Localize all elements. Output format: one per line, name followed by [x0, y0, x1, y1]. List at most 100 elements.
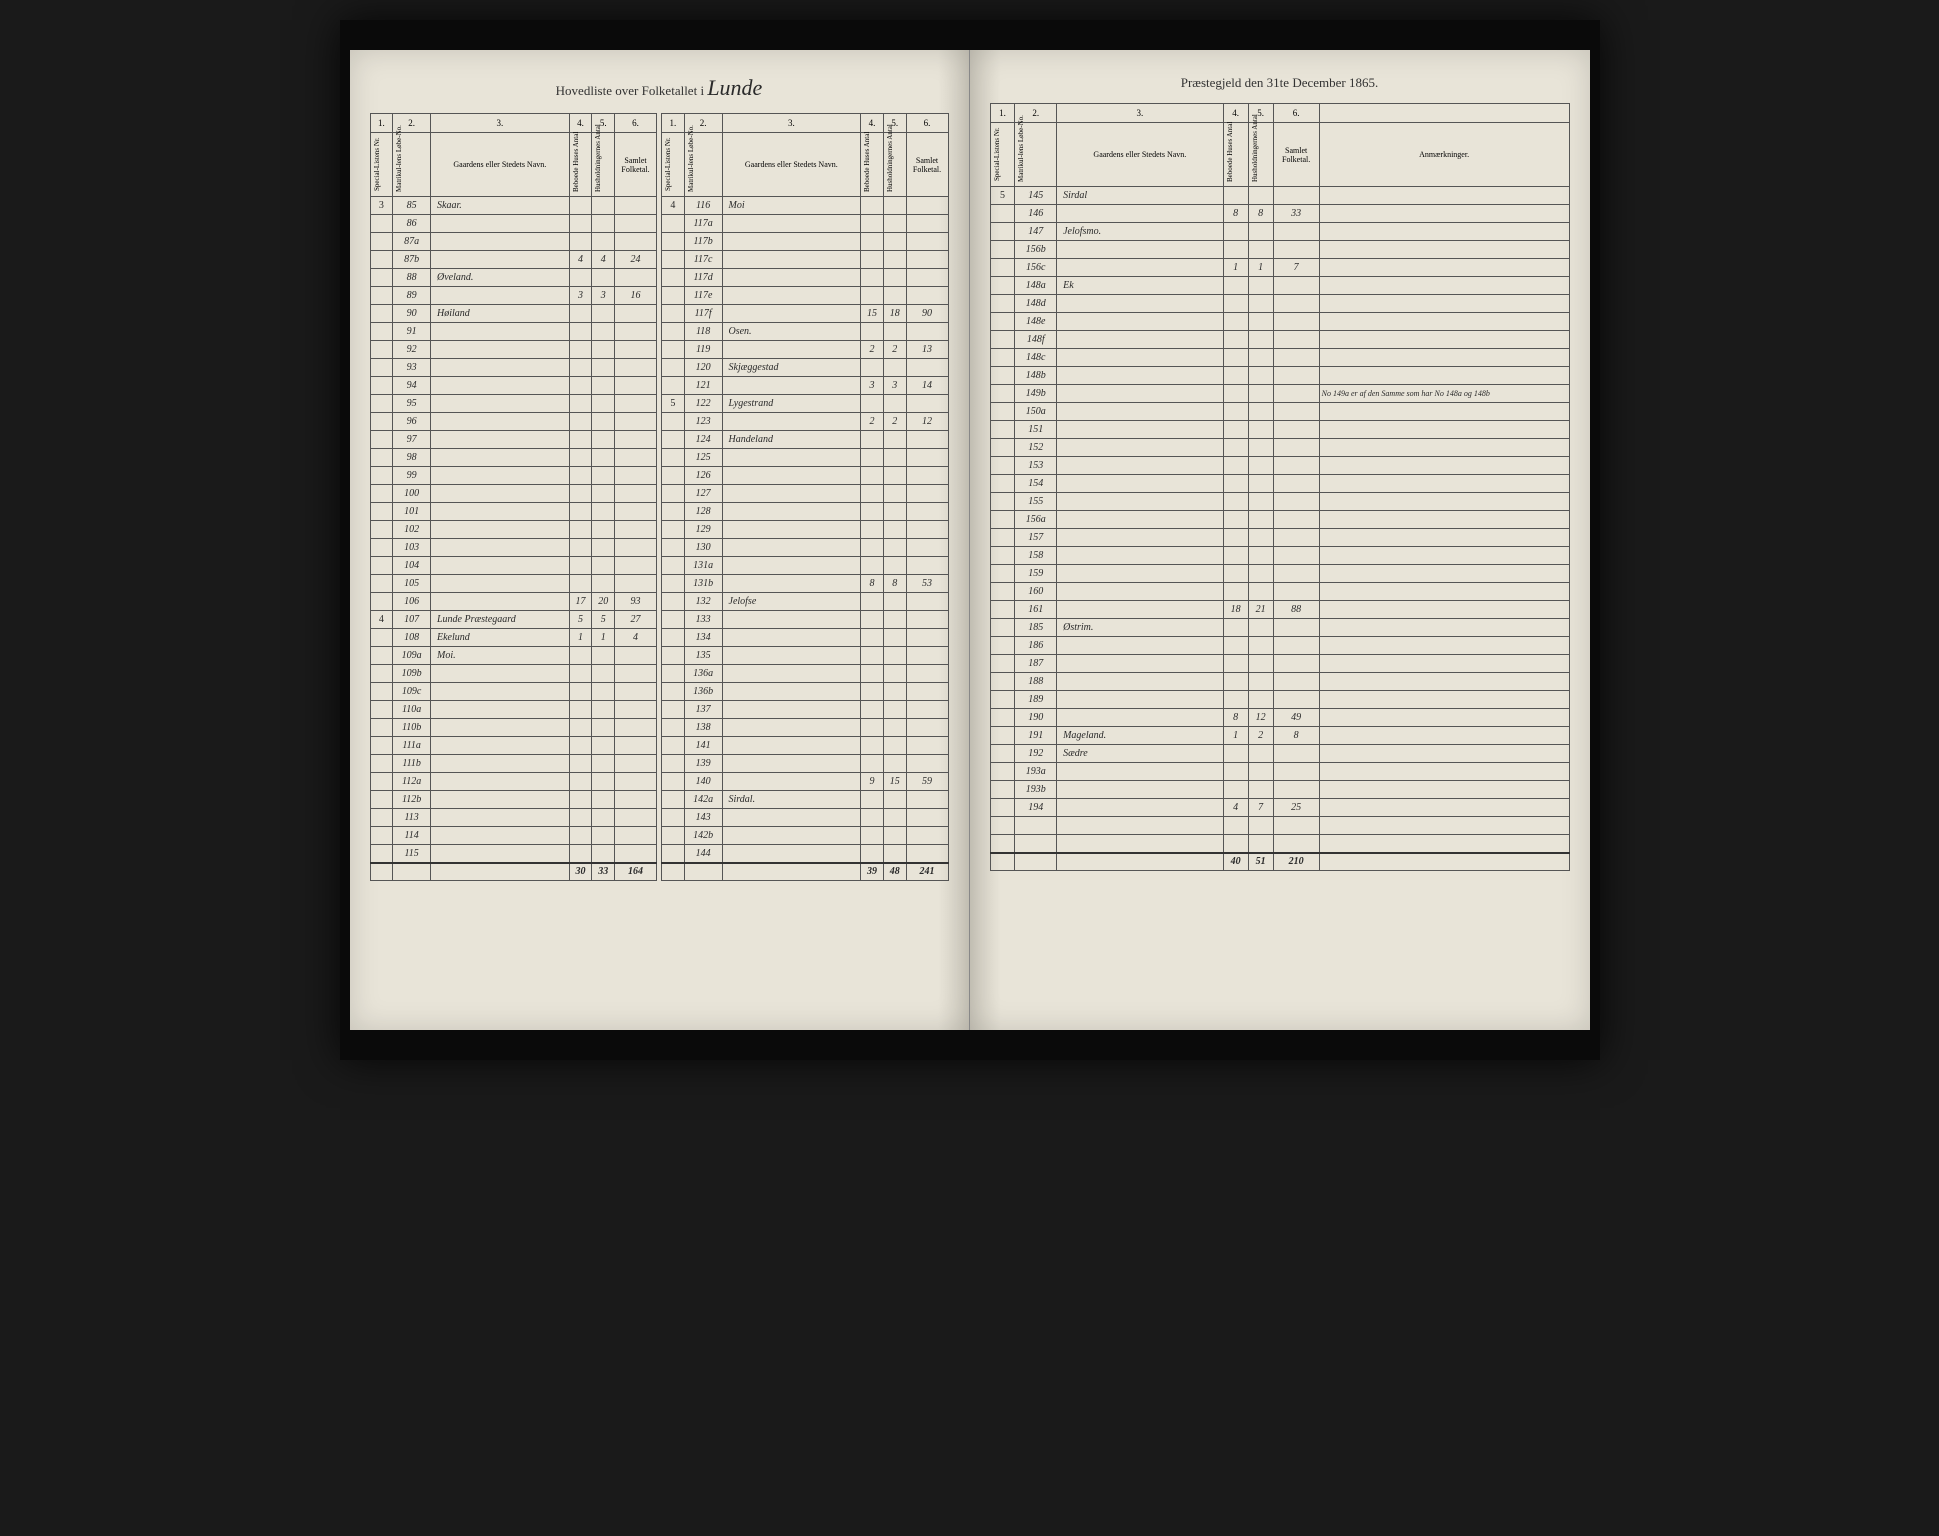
- table-row: 111b: [370, 755, 657, 773]
- table-row: 149bNo 149a er af den Samme som har No 1…: [990, 385, 1569, 403]
- table-row: 185Østrim.: [990, 619, 1569, 637]
- ledger-book: Hovedliste over Folketallet i Lunde 1.2.…: [340, 20, 1600, 1060]
- table-row: 188: [990, 673, 1569, 691]
- table-row: 148b: [990, 367, 1569, 385]
- table-row: 1944725: [990, 799, 1569, 817]
- table-row: 139: [662, 755, 949, 773]
- table-row: 893316: [370, 287, 657, 305]
- table-row: 136a: [662, 665, 949, 683]
- table-row: 93: [370, 359, 657, 377]
- table-row: 160: [990, 583, 1569, 601]
- table-row: 137: [662, 701, 949, 719]
- ledger-table-3: 1.2.3.4.5.6.Special-Listens Nr.Matrikul-…: [990, 103, 1570, 871]
- table-row: 192Sædre: [990, 745, 1569, 763]
- table-row: 1232212: [662, 413, 949, 431]
- table-row: 134: [662, 629, 949, 647]
- table-row: 96: [370, 413, 657, 431]
- table-row: 115: [370, 845, 657, 863]
- parish-name: Lunde: [707, 75, 762, 100]
- table-row: 97: [370, 431, 657, 449]
- total-row: 4051210: [990, 853, 1569, 871]
- table-row: 131b8853: [662, 575, 949, 593]
- table-row: 1192213: [662, 341, 949, 359]
- table-row: 105: [370, 575, 657, 593]
- table-row: 142b: [662, 827, 949, 845]
- table-row: 101: [370, 503, 657, 521]
- left-page: Hovedliste over Folketallet i Lunde 1.2.…: [350, 50, 970, 1030]
- table-row: 141: [662, 737, 949, 755]
- table-row: 138: [662, 719, 949, 737]
- table-row: 117c: [662, 251, 949, 269]
- table-row: 117a: [662, 215, 949, 233]
- table-row: 148d: [990, 295, 1569, 313]
- table-row: 109b: [370, 665, 657, 683]
- table-row: 102: [370, 521, 657, 539]
- table-row: 142aSirdal.: [662, 791, 949, 809]
- table-row: 104: [370, 557, 657, 575]
- table-row: 148f: [990, 331, 1569, 349]
- table-row: 94: [370, 377, 657, 395]
- table-row: 1468833: [990, 205, 1569, 223]
- table-row: 92: [370, 341, 657, 359]
- table-row: 133: [662, 611, 949, 629]
- table-row: 148e: [990, 313, 1569, 331]
- right-page: Præstegjeld den 31te December 1865. 1.2.…: [970, 50, 1590, 1030]
- table-row: 125: [662, 449, 949, 467]
- ledger-table-1: 1.2.3.4.5.6.Special-Listens Nr.Matrikul-…: [370, 113, 658, 881]
- table-row: 113: [370, 809, 657, 827]
- right-header: Præstegjeld den 31te December 1865.: [990, 75, 1570, 91]
- table-row: 87b4424: [370, 251, 657, 269]
- total-row: 3948241: [662, 863, 949, 881]
- table-row: 114: [370, 827, 657, 845]
- table-row: [990, 835, 1569, 853]
- table-row: 156c117: [990, 259, 1569, 277]
- table-row: [990, 817, 1569, 835]
- table-row: 1213314: [662, 377, 949, 395]
- table-row: 147Jelofsmo.: [990, 223, 1569, 241]
- table-row: 156a: [990, 511, 1569, 529]
- table-row: 150a: [990, 403, 1569, 421]
- table-row: 193a: [990, 763, 1569, 781]
- table-row: 109c: [370, 683, 657, 701]
- table-row: 156b: [990, 241, 1569, 259]
- table-row: 159: [990, 565, 1569, 583]
- table-row: 191Mageland.128: [990, 727, 1569, 745]
- table-row: 158: [990, 547, 1569, 565]
- table-row: 109aMoi.: [370, 647, 657, 665]
- table-row: 186: [990, 637, 1569, 655]
- table-row: 128: [662, 503, 949, 521]
- table-row: 161182188: [990, 601, 1569, 619]
- table-row: 136b: [662, 683, 949, 701]
- table-row: 117f151890: [662, 305, 949, 323]
- ledger-table-2: 1.2.3.4.5.6.Special-Listens Nr.Matrikul-…: [661, 113, 949, 881]
- table-row: 19081249: [990, 709, 1569, 727]
- table-row: 120Skjæggestad: [662, 359, 949, 377]
- table-row: 152: [990, 439, 1569, 457]
- table-row: 4116Moi: [662, 197, 949, 215]
- table-row: 88Øveland.: [370, 269, 657, 287]
- total-row: 3033164: [370, 863, 657, 881]
- left-header: Hovedliste over Folketallet i Lunde: [370, 75, 949, 101]
- table-row: 153: [990, 457, 1569, 475]
- table-row: 108Ekelund114: [370, 629, 657, 647]
- table-row: 5122Lygestrand: [662, 395, 949, 413]
- table-row: 90Høiland: [370, 305, 657, 323]
- table-row: 117e: [662, 287, 949, 305]
- table-row: 110b: [370, 719, 657, 737]
- table-row: 86: [370, 215, 657, 233]
- table-row: 154: [990, 475, 1569, 493]
- table-row: 189: [990, 691, 1569, 709]
- table-row: 126: [662, 467, 949, 485]
- table-row: 385Skaar.: [370, 197, 657, 215]
- table-row: 143: [662, 809, 949, 827]
- table-row: 100: [370, 485, 657, 503]
- table-row: 193b: [990, 781, 1569, 799]
- table-row: 118Osen.: [662, 323, 949, 341]
- table-row: 132Jelofse: [662, 593, 949, 611]
- table-row: 4107Lunde Præstegaard5527: [370, 611, 657, 629]
- table-row: 144: [662, 845, 949, 863]
- table-row: 117d: [662, 269, 949, 287]
- table-row: 187: [990, 655, 1569, 673]
- table-row: 87a: [370, 233, 657, 251]
- table-row: 103: [370, 539, 657, 557]
